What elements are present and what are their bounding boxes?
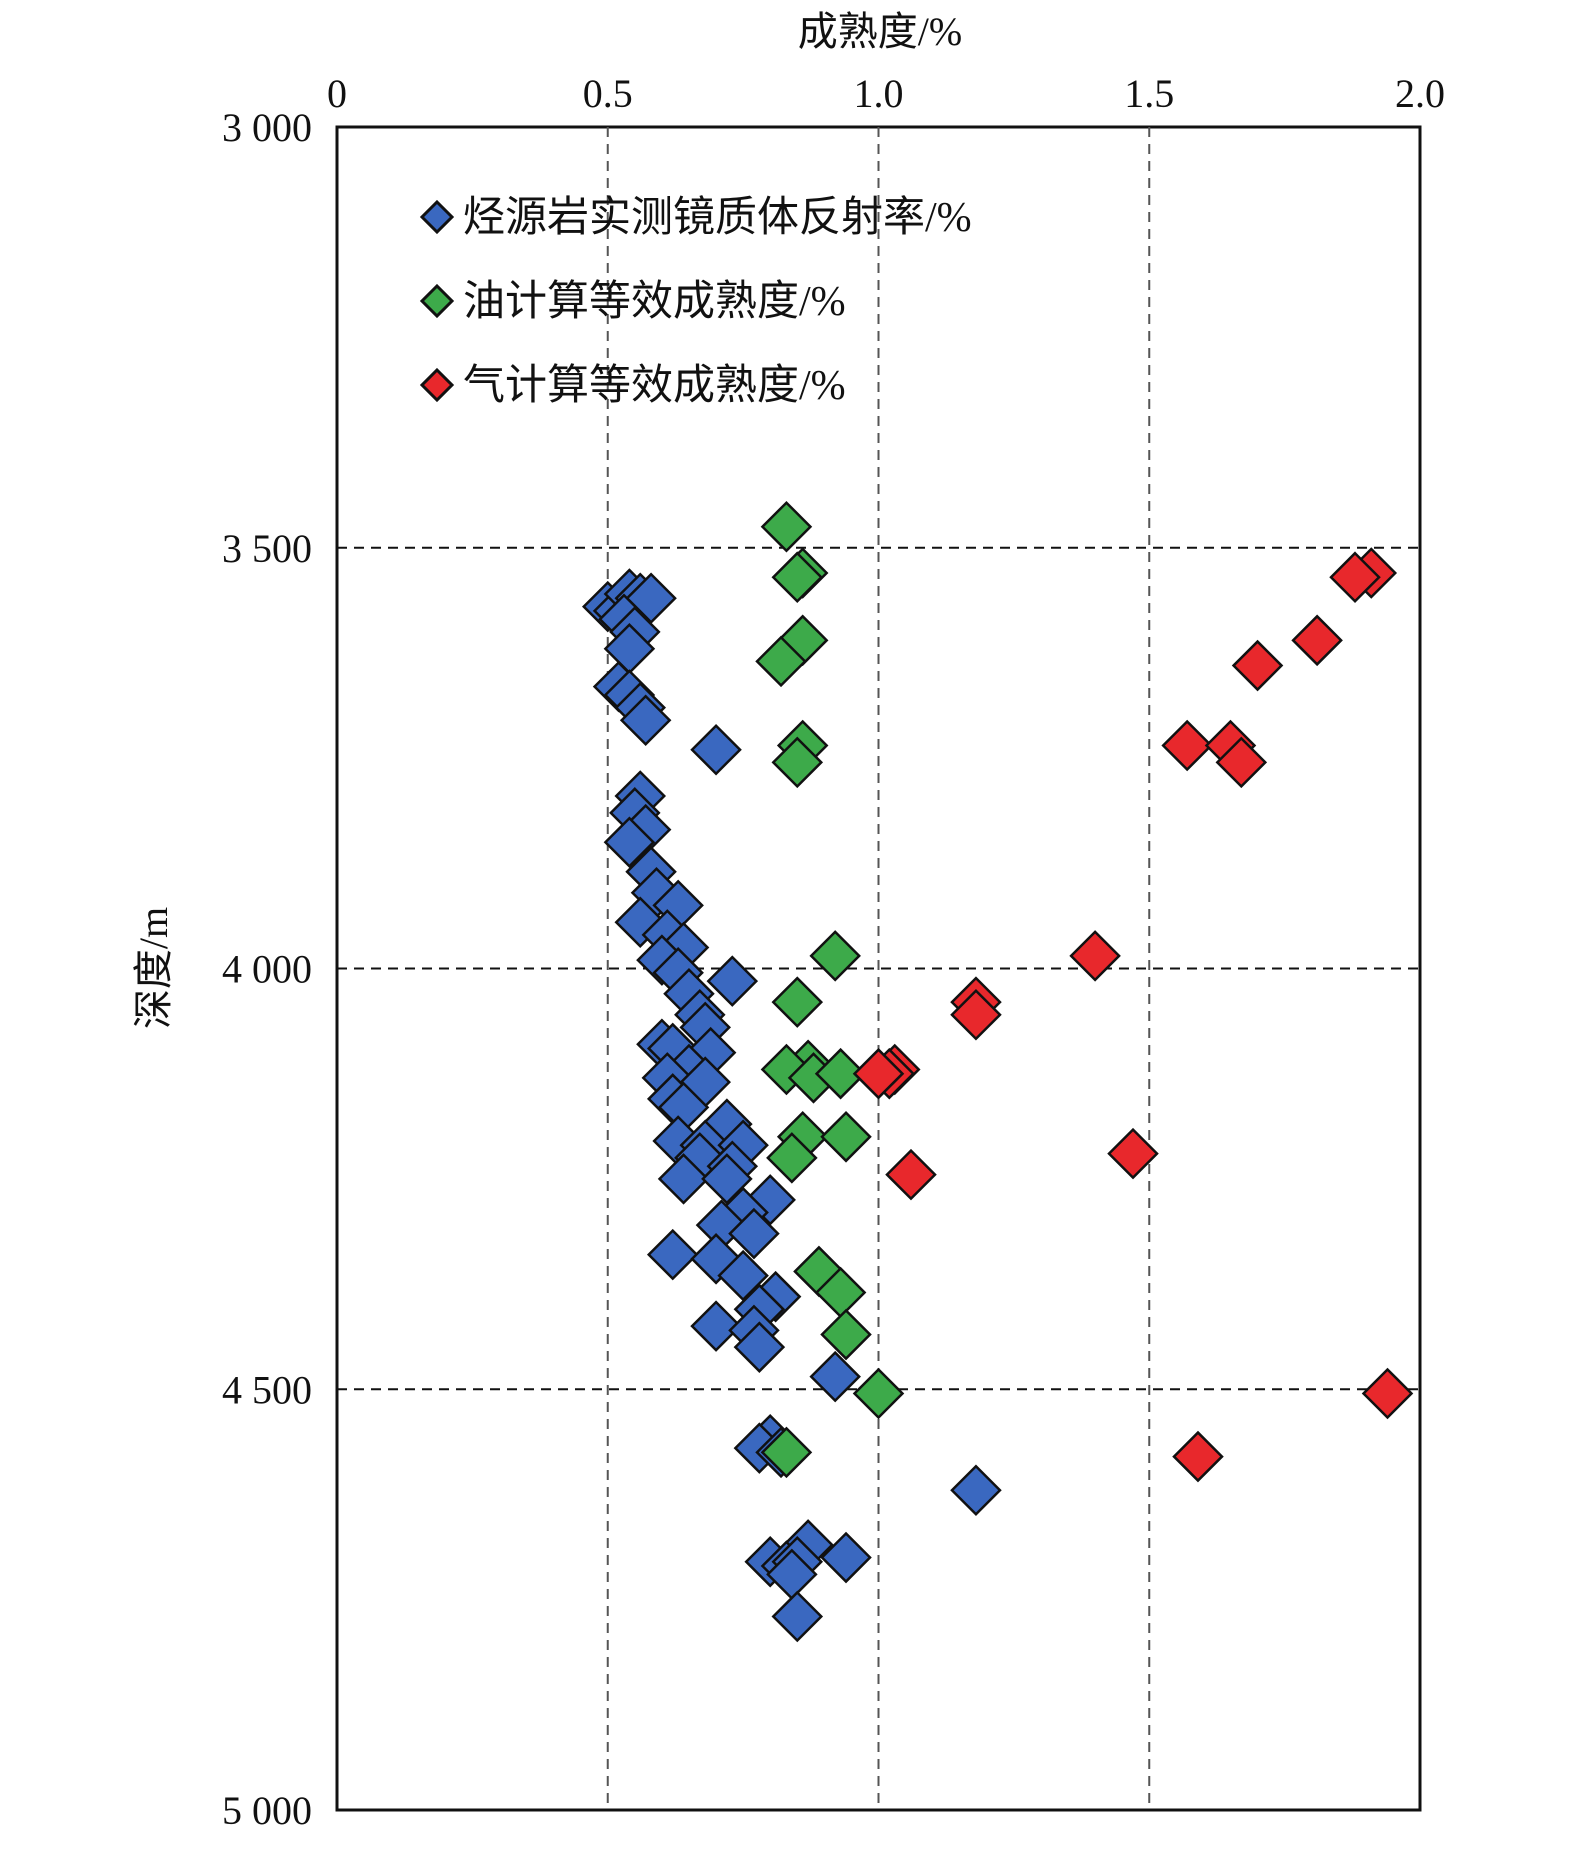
- data-point-vitrinite: [809, 1350, 861, 1403]
- data-point-oil: [771, 976, 824, 1028]
- x-tick-label: 1.0: [854, 71, 904, 116]
- data-point-oil: [771, 736, 824, 789]
- data-point-vitrinite: [657, 1153, 710, 1205]
- y-axis-title: 深度/m: [131, 907, 176, 1029]
- data-point-oil: [820, 1308, 872, 1361]
- legend-marker-oil: [419, 283, 455, 319]
- data-point-vitrinite: [728, 1207, 780, 1260]
- data-point-vitrinite: [706, 955, 759, 1007]
- data-point-gas: [1231, 639, 1284, 692]
- data-point-vitrinite: [646, 1228, 699, 1281]
- data-point-vitrinite: [733, 1321, 786, 1373]
- data-point-vitrinite: [717, 1249, 769, 1302]
- legend-label-vitrinite: 烃源岩实测镜质体反射率/%: [463, 194, 972, 241]
- data-point-vitrinite: [690, 1300, 742, 1352]
- data-point-gas: [1069, 930, 1121, 982]
- y-tick-label: 4 500: [222, 1367, 312, 1412]
- legend-marker-gas: [419, 367, 455, 403]
- y-tick-labels: 3 000 3 500 4 000 4 500 5 000: [222, 105, 312, 1833]
- grid-lines: [337, 127, 1420, 1810]
- data-point-gas: [1329, 551, 1381, 603]
- data-point-gas: [1161, 719, 1213, 772]
- data-point-gas: [950, 989, 1002, 1041]
- data-point-gas: [1361, 1367, 1414, 1420]
- data-point-gas: [1215, 736, 1268, 789]
- x-tick-labels: 0 0.5 1.0 1.5 2.0: [327, 71, 1445, 116]
- x-tick-label: 0.5: [583, 71, 633, 116]
- data-point-gas: [885, 1148, 937, 1201]
- x-tick-label: 2.0: [1395, 71, 1445, 116]
- data-point-oil: [814, 1047, 867, 1100]
- data-point-gas: [1172, 1430, 1224, 1483]
- data-point-vitrinite: [619, 694, 672, 747]
- legend-entry-oil: 油计算等效成熟度/%: [419, 279, 846, 325]
- data-point-vitrinite: [820, 1531, 872, 1584]
- y-tick-label: 3 000: [222, 105, 312, 150]
- legend-entry-gas: 气计算等效成熟度/%: [419, 363, 846, 409]
- y-tick-label: 4 000: [222, 947, 312, 992]
- data-point-vitrinite: [771, 1590, 824, 1643]
- data-point-oil: [760, 1426, 813, 1479]
- x-tick-label: 0: [327, 71, 347, 116]
- data-point-vitrinite: [950, 1464, 1002, 1516]
- data-point-vitrinite: [603, 816, 656, 869]
- data-point-vitrinite: [701, 1153, 753, 1205]
- data-point-vitrinite: [690, 723, 742, 776]
- legend: 烃源岩实测镜质体反射率/% 油计算等效成熟度/% 气计算等效成熟度/%: [419, 194, 972, 409]
- data-point-oil: [766, 1132, 818, 1184]
- data-point-oil: [771, 551, 824, 603]
- y-tick-label: 5 000: [222, 1788, 312, 1833]
- x-tick-label: 1.5: [1124, 71, 1174, 116]
- x-axis-title: 成熟度/%: [798, 9, 962, 54]
- data-point-oil: [820, 1111, 872, 1163]
- data-points: [581, 500, 1414, 1643]
- legend-label-gas: 气计算等效成熟度/%: [463, 363, 846, 409]
- data-point-oil: [852, 1367, 905, 1420]
- data-point-oil: [755, 635, 807, 688]
- legend-marker-vitrinite: [419, 199, 455, 235]
- y-tick-label: 3 500: [222, 526, 312, 571]
- legend-label-oil: 油计算等效成熟度/%: [463, 279, 846, 325]
- data-point-gas: [1291, 614, 1343, 667]
- data-point-gas: [852, 1047, 905, 1100]
- legend-entry-vitrinite: 烃源岩实测镜质体反射率/%: [419, 194, 972, 241]
- data-point-oil: [809, 930, 861, 982]
- data-point-oil: [760, 500, 813, 553]
- data-point-gas: [1107, 1127, 1159, 1180]
